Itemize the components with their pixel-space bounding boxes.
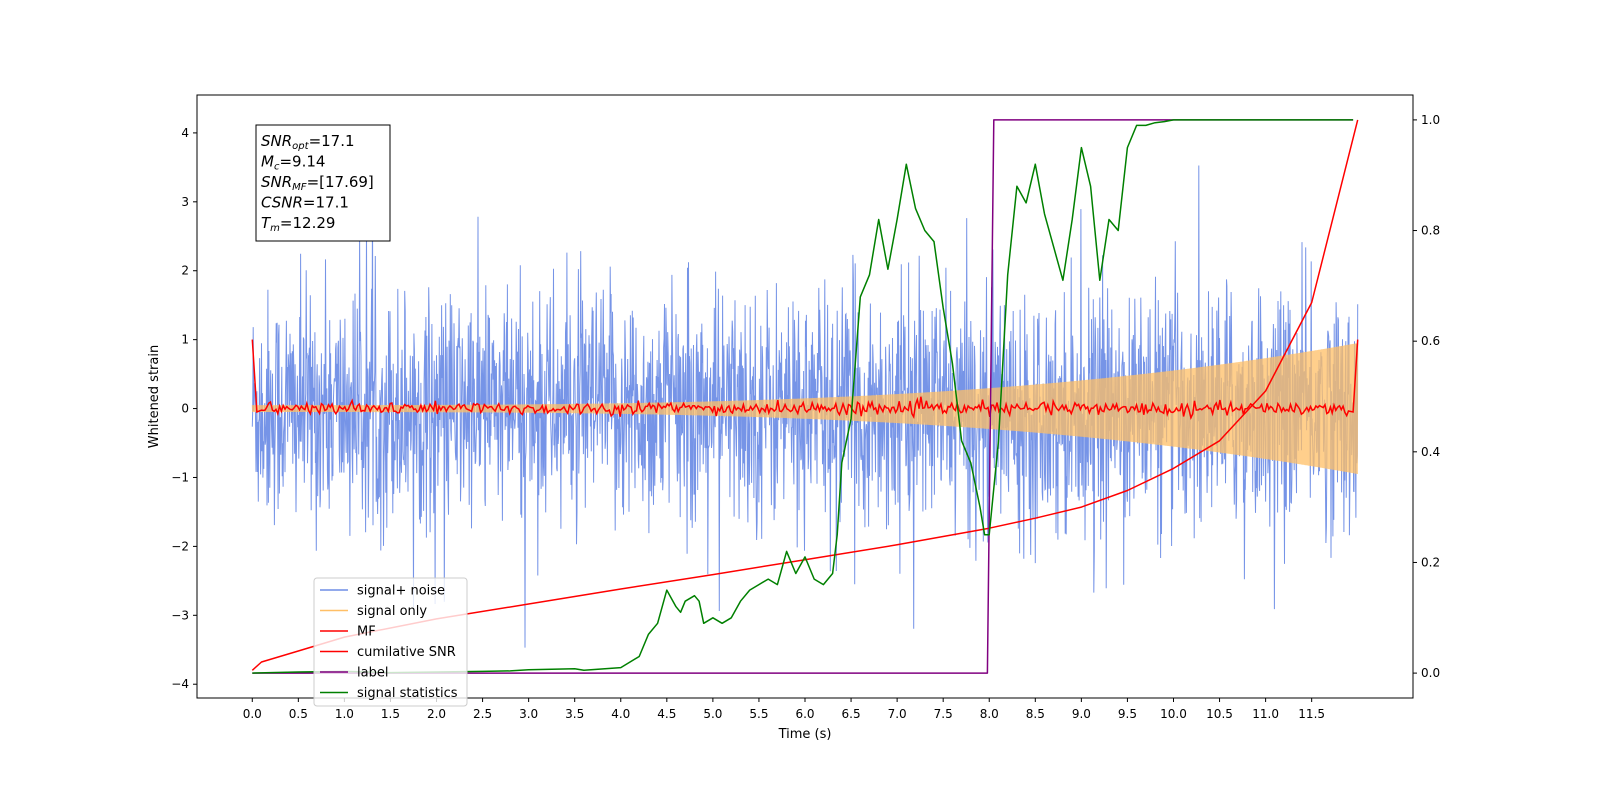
legend-entry: MF <box>357 625 376 640</box>
annotation-line: Mc=9.14 <box>261 153 325 173</box>
x-tick-label: 1.5 <box>381 707 400 721</box>
x-tick-label: 3.0 <box>519 707 538 721</box>
y-tick-label: 1 <box>181 333 189 347</box>
legend-entry: cumilative SNR <box>357 645 456 660</box>
x-tick-label: 10.5 <box>1206 707 1233 721</box>
x-tick-label: 6.0 <box>795 707 814 721</box>
y-tick-label: −2 <box>171 539 189 553</box>
x-tick-label: 3.5 <box>565 707 584 721</box>
y-tick-label: −3 <box>171 608 189 622</box>
y-tick-label: 2 <box>181 264 189 278</box>
legend-frame <box>313 577 468 707</box>
x-axis: 0.0 0.5 1.0 1.5 2.0 2.5 3.0 3.5 4.0 4.5 5.0 5.5 6.0 6… <box>243 698 1325 721</box>
x-tick-label: 0.5 <box>289 707 308 721</box>
x-axis-label: Time (s) <box>778 727 832 742</box>
y-tick-label: −1 <box>171 470 189 484</box>
annotation-line: SNRopt=17.1 <box>261 132 355 152</box>
x-tick-label: 7.5 <box>934 707 953 721</box>
legend-entry: label <box>357 666 388 681</box>
y-right-tick-label: 0.0 <box>1421 666 1440 680</box>
x-tick-label: 5.0 <box>703 707 722 721</box>
y-right-tick-label: 0.2 <box>1421 555 1440 569</box>
x-tick-label: 9.5 <box>1118 707 1137 721</box>
y-tick-label: 4 <box>181 126 189 140</box>
y-tick-label: 3 <box>181 195 189 209</box>
legend-entry: signal statistics <box>357 686 458 701</box>
annotation-line: Tm=12.29 <box>261 214 335 234</box>
x-tick-label: 1.0 <box>335 707 354 721</box>
series-signal-statistics <box>252 119 1354 674</box>
annotation-line: CSNR=17.1 <box>261 194 349 212</box>
x-tick-label: 0.0 <box>243 707 262 721</box>
y-tick-label: −4 <box>171 677 189 691</box>
series-mf <box>251 339 1359 421</box>
annotation-box: SNRopt=17.1Mc=9.14SNRMF=[17.69]CSNR=17.1… <box>255 124 391 242</box>
legend: signal+ noise signal only MF cumilative SNR… <box>313 577 468 707</box>
x-tick-label: 6.5 <box>842 707 861 721</box>
y-right-tick-label: 0.4 <box>1421 445 1440 459</box>
y-tick-label: 0 <box>181 402 189 416</box>
legend-entry: signal only <box>357 604 427 619</box>
y-axis-left: −4 −3 −2 −1 0 1 2 3 4 <box>171 126 197 691</box>
x-tick-label: 7.0 <box>888 707 907 721</box>
x-tick-label: 10.0 <box>1160 707 1187 721</box>
y-right-tick-label: 1.0 <box>1421 113 1440 127</box>
x-tick-label: 5.5 <box>749 707 768 721</box>
x-tick-label: 11.5 <box>1298 707 1325 721</box>
legend-entry: signal+ noise <box>357 584 445 599</box>
x-tick-label: 2.0 <box>427 707 446 721</box>
y-right-tick-label: 0.8 <box>1421 224 1440 238</box>
x-tick-label: 8.0 <box>980 707 999 721</box>
x-tick-label: 2.5 <box>473 707 492 721</box>
y-axis-right: 0.0 0.2 0.4 0.6 0.8 1.0 <box>1413 113 1440 680</box>
y-right-tick-label: 0.6 <box>1421 334 1440 348</box>
x-tick-label: 8.5 <box>1026 707 1045 721</box>
x-tick-label: 4.5 <box>657 707 676 721</box>
annotation-line: SNRMF=[17.69] <box>261 173 374 193</box>
x-tick-label: 9.0 <box>1072 707 1091 721</box>
x-tick-label: 11.0 <box>1252 707 1279 721</box>
x-tick-label: 4.0 <box>611 707 630 721</box>
y-axis-label: Whitened strain <box>147 345 162 448</box>
annotation-frame <box>255 124 391 242</box>
